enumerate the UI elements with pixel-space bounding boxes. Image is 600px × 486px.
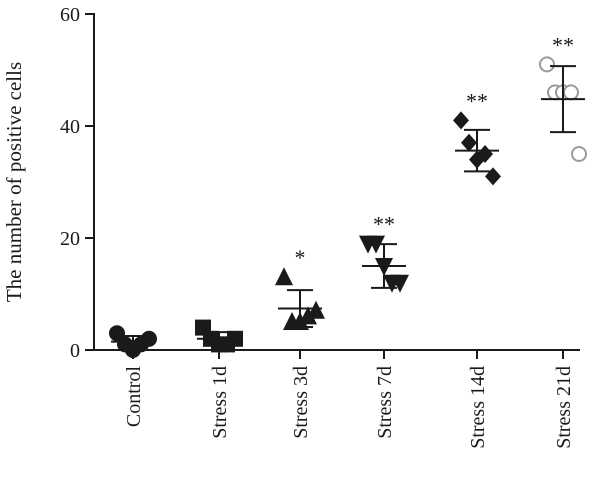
significance-label: * xyxy=(295,245,306,270)
data-group: ** xyxy=(359,212,409,293)
significance-label: ** xyxy=(466,88,488,113)
data-group xyxy=(195,319,243,353)
data-group: ** xyxy=(453,88,501,186)
data-point xyxy=(539,56,555,73)
y-axis: 0 20 40 60 xyxy=(60,4,95,362)
data-point xyxy=(307,300,325,319)
y-tick-label: 40 xyxy=(60,116,80,138)
significance-label: ** xyxy=(373,212,395,237)
plot-area: ******* xyxy=(109,32,587,358)
x-category-label: Stress 21d xyxy=(553,366,575,449)
x-category-label: Control xyxy=(123,366,145,428)
x-category-label: Stress 1d xyxy=(209,366,231,439)
x-category-label: Stress 7d xyxy=(374,366,396,439)
data-point xyxy=(109,325,125,342)
data-point xyxy=(275,267,293,286)
x-axis: Control Stress 1d Stress 3d Stress 7d Stress… xyxy=(93,349,580,449)
x-category-label: Stress 14d xyxy=(467,366,489,449)
significance-label: ** xyxy=(552,32,574,57)
data-point xyxy=(141,330,157,347)
y-axis-title: The number of positive cells xyxy=(2,62,26,302)
data-group: ** xyxy=(539,32,587,162)
data-point xyxy=(485,167,501,186)
data-point xyxy=(571,146,587,162)
y-tick-label: 0 xyxy=(70,340,80,362)
data-point xyxy=(563,84,579,101)
y-tick-label: 60 xyxy=(60,4,80,26)
data-group xyxy=(109,325,157,358)
data-point xyxy=(477,145,493,163)
data-group: * xyxy=(275,245,325,330)
data-point xyxy=(391,274,409,293)
data-point xyxy=(461,133,477,152)
x-category-label: Stress 3d xyxy=(290,366,312,439)
y-tick-label: 20 xyxy=(60,228,80,250)
data-point xyxy=(453,111,469,130)
data-point xyxy=(299,306,317,325)
